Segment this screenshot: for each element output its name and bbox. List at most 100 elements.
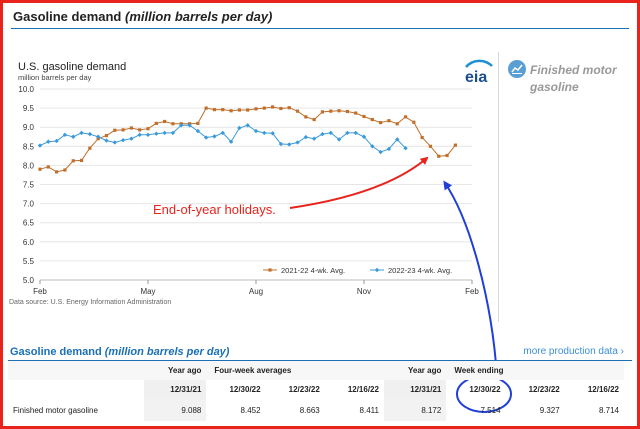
data-point: [229, 109, 233, 113]
data-point: [46, 139, 51, 144]
data-point: [345, 130, 350, 136]
data-point: [279, 106, 283, 111]
title-divider: [11, 28, 629, 29]
y-tick-label: 8.5: [23, 142, 35, 151]
data-point: [345, 109, 349, 114]
data-point: [437, 154, 441, 158]
y-tick-label: 10.0: [18, 85, 34, 94]
data-point: [228, 139, 234, 144]
panel-divider: [498, 52, 499, 322]
data-point: [104, 138, 109, 143]
data-point: [245, 123, 250, 128]
x-axis-ticks: Feb May Aug Nov Feb: [33, 287, 479, 296]
table-row: Finished motor gasoline 9.088 8.452 8.66…: [8, 399, 624, 421]
page-title: Gasoline demand (million barrels per day…: [13, 9, 273, 24]
more-production-data-link[interactable]: more production data ›: [523, 346, 624, 357]
data-point: [246, 108, 250, 112]
data-point: [187, 123, 192, 128]
data-point: [38, 167, 42, 171]
data-point: [145, 132, 151, 138]
data-point: [196, 121, 200, 125]
value-cell: 8.663: [299, 405, 320, 415]
date-cell: 12/31/21: [383, 380, 447, 399]
data-point: [336, 137, 342, 142]
x-tick-label: Feb: [465, 287, 479, 296]
data-point: [120, 137, 126, 143]
data-point: [55, 170, 59, 174]
x-tick-label: May: [140, 287, 155, 296]
eia-logo: eia: [460, 58, 496, 86]
data-point: [354, 111, 358, 115]
chart-title: U.S. gasoline demand: [18, 61, 126, 73]
data-point: [320, 110, 325, 114]
data-point: [295, 109, 300, 113]
date-cell: 12/23/22: [528, 385, 560, 394]
chart-grid: [39, 88, 473, 284]
data-point: [395, 137, 400, 142]
data-point: [179, 123, 184, 128]
date-cell: 12/16/22: [347, 385, 379, 394]
value-cell: 8.411: [359, 405, 379, 415]
row-label: Finished motor gasoline: [13, 405, 98, 415]
data-point: [361, 134, 367, 139]
header-four-week-averages: Four-week averages: [206, 361, 384, 380]
chart-subtitle: million barrels per day: [18, 73, 92, 82]
data-point: [121, 128, 125, 132]
data-point: [403, 115, 408, 119]
data-point: [195, 128, 201, 134]
data-point: [54, 138, 59, 144]
data-point: [71, 159, 75, 163]
data-point: [412, 120, 416, 124]
y-axis-ticks: 10.0 9.5 9.0 8.5 8.0 7.5 7.0 6.5 6.0 5.5 5.0: [18, 85, 34, 285]
chart-legend: 2021-22 4-wk. Avg. 2022-23 4-wk. Avg.: [263, 266, 452, 275]
data-point: [62, 132, 68, 138]
data-point: [420, 135, 424, 140]
y-tick-label: 9.5: [23, 104, 35, 113]
data-point: [271, 105, 275, 109]
legend-label: 2022-23 4-wk. Avg.: [388, 266, 452, 275]
y-tick-label: 5.5: [23, 257, 35, 266]
data-point: [95, 134, 101, 139]
data-point: [287, 106, 291, 110]
data-point: [262, 106, 266, 110]
panel-label: Finished motor gasoline: [530, 63, 617, 94]
data-point: [445, 153, 449, 158]
data-point: [104, 134, 109, 138]
data-point: [113, 128, 117, 132]
table-header-groups: Year ago Four-week averages Year ago Wee…: [8, 361, 624, 380]
legend-marker: [268, 268, 272, 272]
table-divider: [8, 360, 632, 361]
data-point: [88, 146, 92, 150]
y-tick-label: 6.0: [23, 238, 35, 247]
data-point: [270, 131, 275, 136]
data-point: [329, 109, 333, 113]
y-tick-label: 7.5: [23, 181, 35, 190]
data-point: [63, 168, 67, 172]
y-tick-label: 7.0: [23, 200, 35, 209]
table-section-title: Gasoline demand (million barrels per day…: [10, 346, 230, 358]
svg-text:eia: eia: [465, 69, 487, 86]
data-point: [37, 143, 43, 148]
annotation-arrow: [289, 156, 429, 209]
data-point: [262, 130, 267, 136]
header-week-ending: Week ending: [446, 361, 624, 380]
data-point: [362, 114, 366, 119]
data-point: [204, 106, 208, 110]
data-point: [220, 130, 225, 136]
data-point: [154, 121, 158, 125]
data-point: [46, 165, 50, 169]
value-cell: 9.327: [539, 405, 560, 415]
header-year-ago: Year ago: [144, 361, 207, 380]
legend-label: 2021-22 4-wk. Avg.: [281, 266, 345, 275]
data-point: [428, 144, 433, 148]
data-point: [237, 125, 242, 131]
x-tick-label: Nov: [357, 287, 371, 296]
data-point: [212, 108, 217, 112]
data-point: [379, 121, 383, 125]
value-cell: 8.714: [598, 405, 619, 415]
data-point: [395, 122, 399, 126]
y-tick-label: 6.5: [23, 219, 35, 228]
line-chart-icon: [508, 60, 526, 78]
